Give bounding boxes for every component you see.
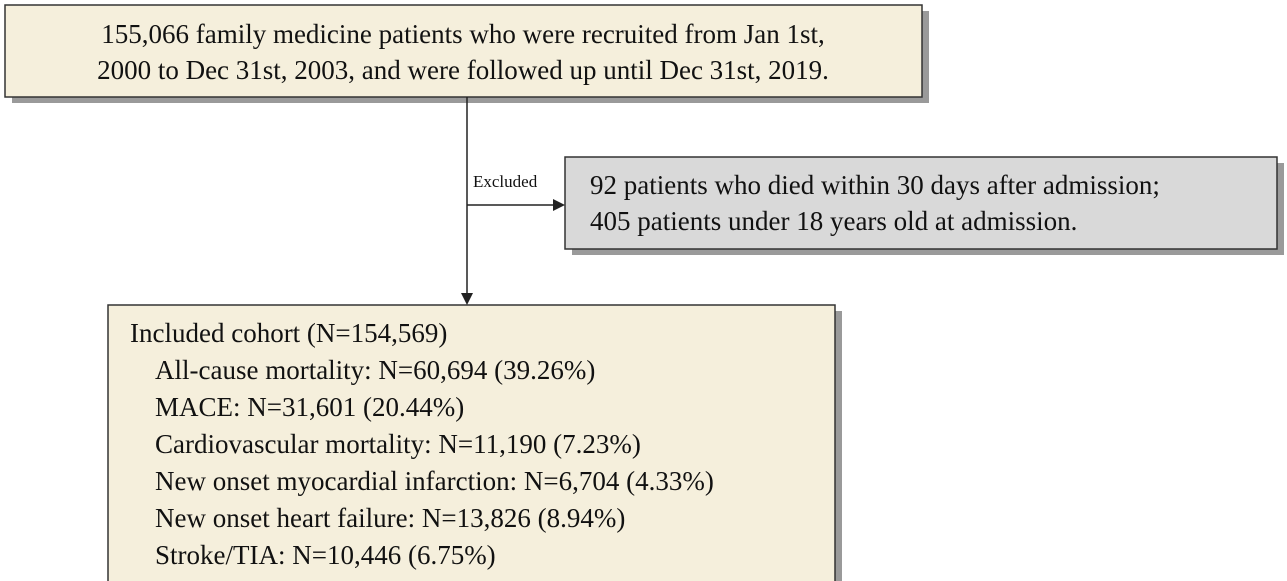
node-text: New onset myocardial infarction: N=6,704…: [155, 466, 714, 496]
cohort-box: [107, 304, 836, 581]
node-text: 2000 to Dec 31st, 2003, and were followe…: [97, 55, 829, 85]
node-text: New onset heart failure: N=13,826 (8.94%…: [155, 503, 625, 533]
node-text: All-cause mortality: N=60,694 (39.26%): [155, 355, 595, 385]
excluded-box: [564, 156, 1278, 250]
node-text: 92 patients who died within 30 days afte…: [590, 170, 1160, 200]
edge-label: Excluded: [473, 172, 538, 191]
node-text: MACE: N=31,601 (20.44%): [155, 392, 464, 422]
node-text: Stroke/TIA: N=10,446 (6.75%): [155, 540, 496, 570]
node-text: Included cohort (N=154,569): [130, 318, 447, 348]
source-box: [4, 4, 923, 98]
node-text: Cardiovascular mortality: N=11,190 (7.23…: [155, 429, 641, 459]
node-text: 405 patients under 18 years old at admis…: [590, 206, 1077, 236]
node-text: 155,066 family medicine patients who wer…: [101, 19, 825, 49]
